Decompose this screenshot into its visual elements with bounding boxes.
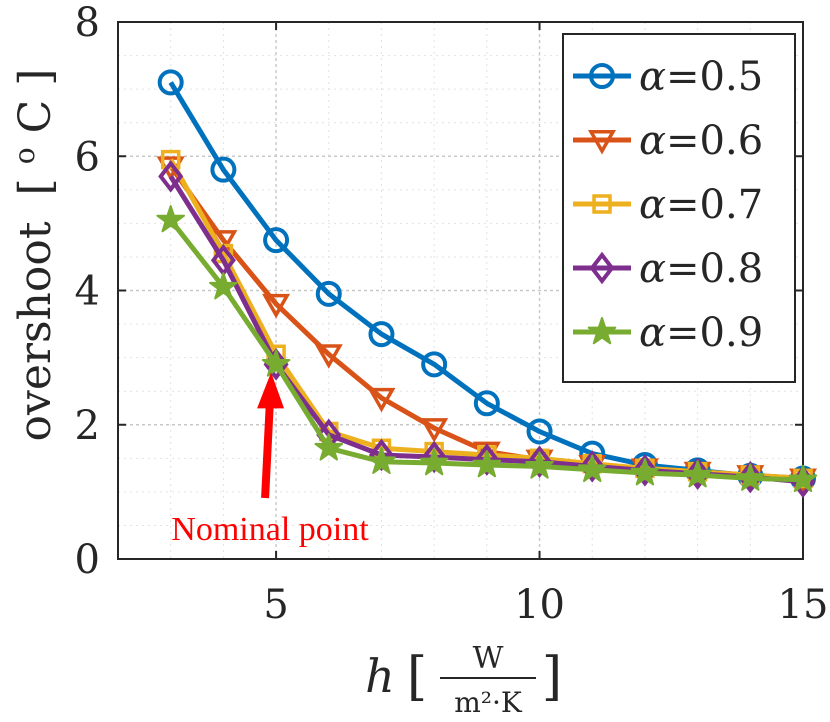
legend-label-alpha: α	[639, 118, 666, 164]
data-point	[579, 450, 605, 483]
axis-ticks: 5 10 15 0 2 4 6 8	[75, 0, 829, 628]
legend-label-value: =0.6	[666, 118, 763, 164]
data-point	[474, 443, 500, 476]
data-point	[156, 205, 186, 233]
x-tick-label: 15	[778, 582, 829, 628]
data-point	[632, 454, 658, 487]
legend-entry: α=0.8	[573, 246, 763, 292]
y-axis-label-bracket-close: ]	[10, 69, 61, 86]
legend-label-value: =0.9	[666, 310, 763, 356]
y-tick-label: 4	[75, 269, 100, 315]
data-point	[367, 446, 396, 474]
data-point	[263, 227, 290, 254]
data-point	[261, 349, 291, 377]
legend-entry: α=0.7	[573, 182, 763, 228]
svg-text:overshoot [ o: overshoot [ o C ]	[0, 69, 61, 442]
y-tick-label: 2	[75, 403, 100, 449]
y-axis-label: overshoot [ o C ]	[0, 69, 61, 442]
data-point	[577, 454, 607, 483]
legend-label-value: =0.8	[666, 246, 763, 292]
data-point	[157, 69, 184, 96]
x-tick-label: 5	[263, 582, 288, 628]
annotation-arrow-head	[257, 372, 285, 409]
legend-label-alpha: α	[639, 310, 666, 356]
y-tick-label: 6	[75, 134, 100, 180]
legend-label-value: =0.5	[666, 54, 763, 100]
legend-label-value: =0.7	[666, 182, 763, 228]
data-point	[527, 445, 553, 478]
x-tick-label: 10	[514, 582, 565, 628]
y-axis-label-text: overshoot	[10, 221, 61, 441]
legend-entry: α=0.5	[573, 54, 763, 100]
legend-label: α=0.5	[639, 54, 763, 100]
x-axis-label: h [ W m²·K ]	[365, 641, 562, 719]
series-5	[156, 205, 818, 493]
legend-label-alpha: α	[639, 182, 666, 228]
legend-entry: α=0.6	[573, 118, 763, 164]
annotation-arrow-shaft	[261, 398, 275, 499]
y-axis-label-celsius: C	[10, 100, 61, 134]
data-point	[210, 156, 237, 183]
data-point	[526, 418, 553, 445]
legend-marker	[589, 63, 615, 89]
data-point	[685, 457, 711, 491]
legend-label-alpha: α	[639, 54, 666, 100]
data-point	[473, 390, 500, 417]
data-point	[314, 344, 343, 369]
y-tick-label: 0	[75, 537, 100, 583]
data-point	[525, 451, 554, 479]
data-point	[367, 387, 396, 413]
data-point	[420, 418, 449, 443]
data-point	[788, 464, 818, 493]
data-point	[314, 433, 344, 461]
x-axis-label-symbol: h	[365, 649, 395, 703]
legend-marker	[589, 251, 615, 285]
legend-marker	[592, 194, 612, 214]
data-point	[160, 149, 181, 170]
data-point	[262, 293, 291, 319]
y-axis-label-degree: o	[8, 147, 41, 164]
data-point	[315, 280, 342, 307]
data-point	[209, 272, 238, 300]
y-tick-label: 8	[75, 0, 100, 46]
data-point	[368, 321, 395, 348]
y-axis-label-bracket-open: [	[10, 178, 61, 195]
data-point	[737, 460, 763, 494]
data-point	[472, 450, 502, 478]
x-axis-label-bracket-close: ]	[542, 647, 562, 707]
data-point	[419, 448, 449, 476]
legend-marker	[587, 130, 617, 155]
annotation-label: Nominal point	[171, 511, 369, 548]
data-point	[683, 460, 712, 488]
x-axis-label-numerator: W	[473, 641, 504, 676]
x-axis-label-bracket-open: [	[407, 647, 427, 707]
legend-label: α=0.6	[639, 118, 763, 164]
series-layer	[156, 69, 818, 499]
legend-label: α=0.7	[639, 182, 763, 228]
legend-marker	[587, 317, 617, 345]
legend-entry: α=0.9	[573, 310, 763, 356]
data-point	[735, 463, 765, 491]
legend: α=0.5α=0.6α=0.7α=0.8α=0.9	[562, 33, 796, 383]
data-point	[421, 351, 448, 378]
legend-label-alpha: α	[639, 246, 666, 292]
x-axis-label-denominator: m²·K	[454, 686, 523, 719]
legend-label: α=0.9	[639, 310, 763, 356]
nominal-point-annotation: Nominal point	[171, 372, 369, 548]
data-point	[421, 440, 447, 474]
data-point	[158, 160, 184, 193]
data-point	[630, 458, 660, 486]
legend-label: α=0.8	[639, 246, 763, 292]
